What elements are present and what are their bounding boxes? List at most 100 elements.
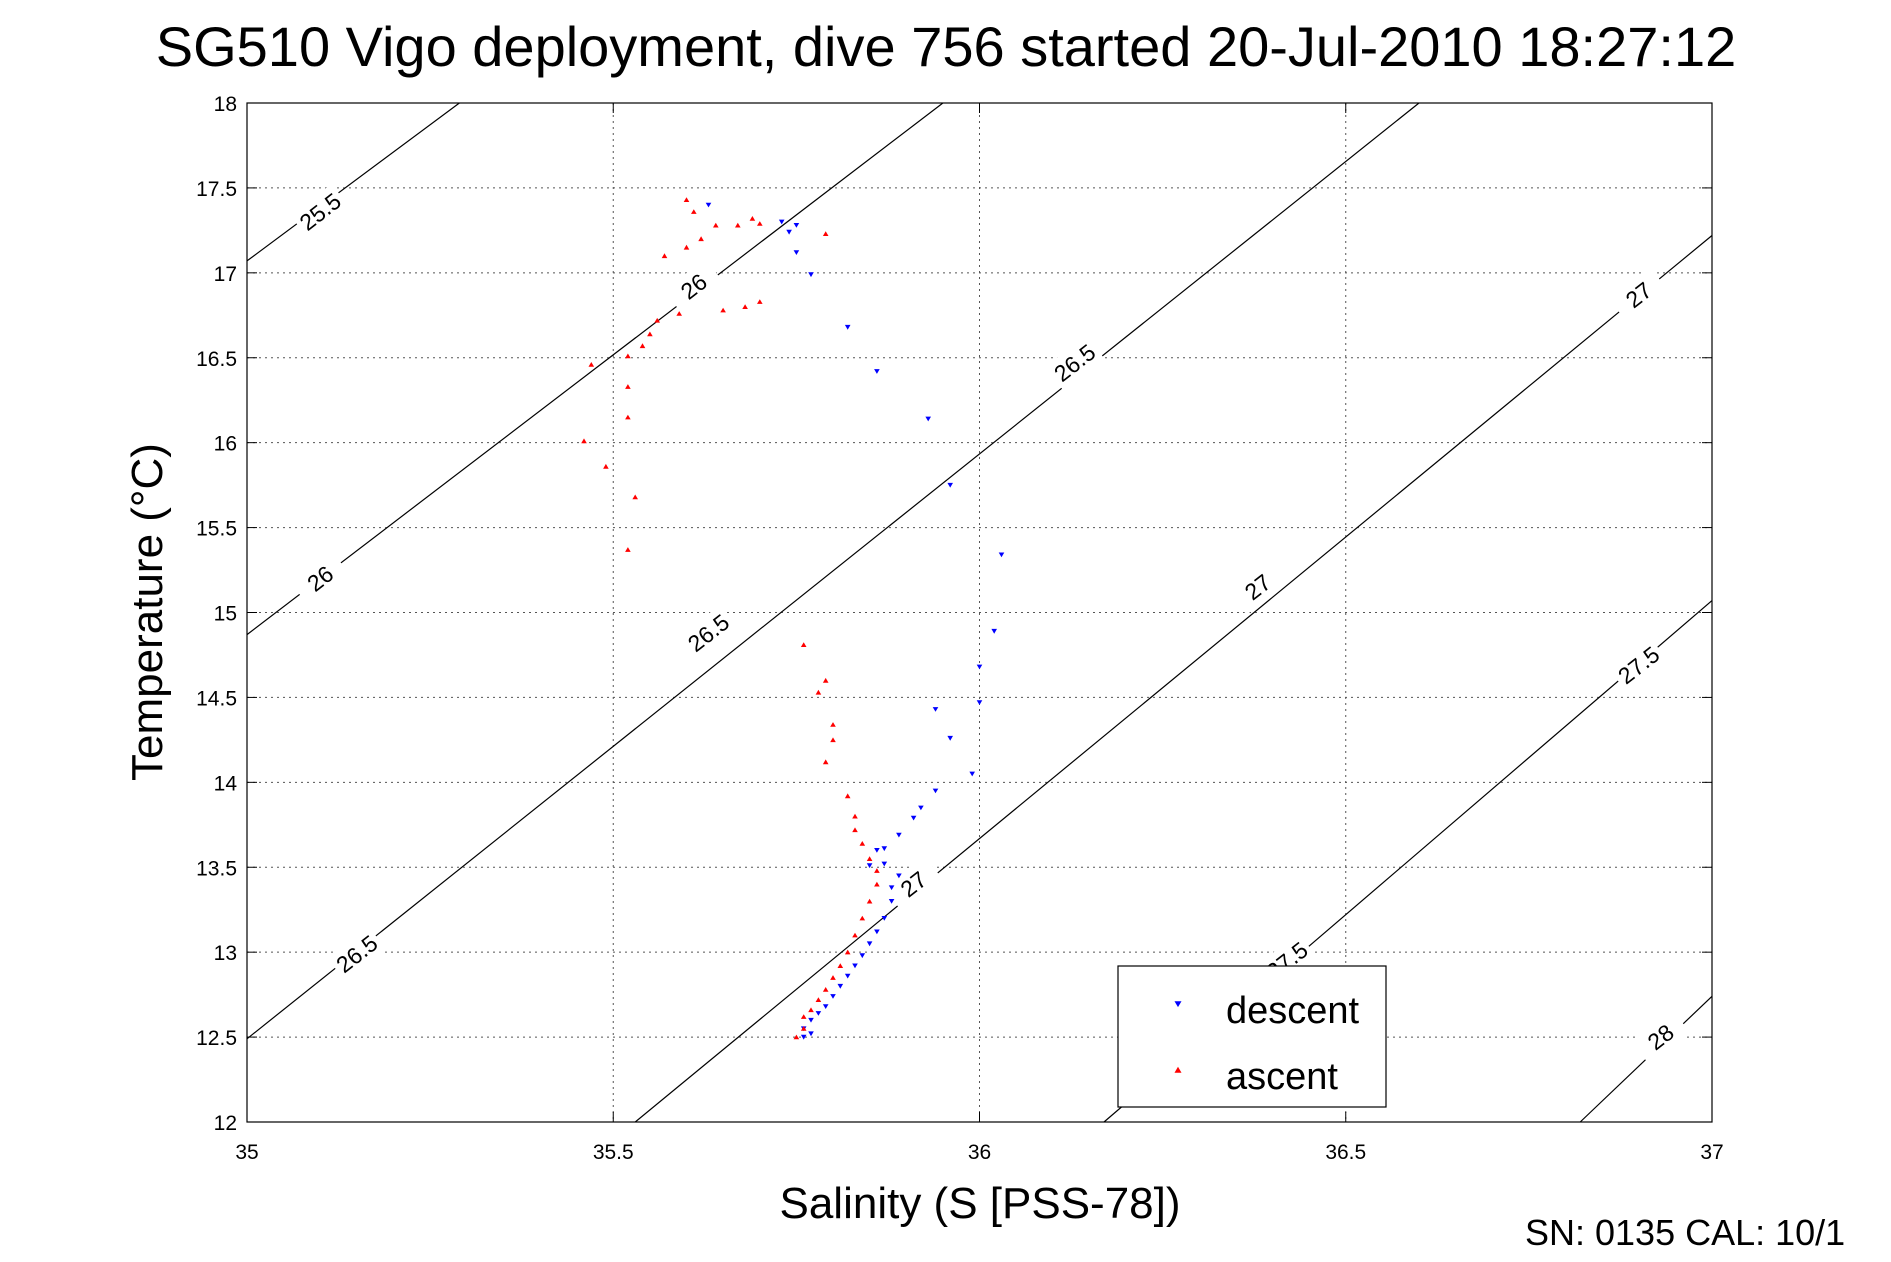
descent-point bbox=[888, 899, 895, 904]
ascent-point bbox=[625, 353, 631, 359]
legend-label-ascent: ascent bbox=[1226, 1056, 1338, 1098]
descent-point bbox=[976, 700, 983, 705]
descent-point bbox=[947, 735, 953, 741]
descent-point bbox=[881, 846, 888, 852]
ascent-point bbox=[625, 384, 631, 389]
x-tick-label-36-5: 36.5 bbox=[1325, 1141, 1366, 1164]
x-tick-labels: 35 35.5 36 36.5 37 bbox=[235, 1141, 1723, 1164]
descent-point bbox=[874, 929, 880, 935]
ascent-point bbox=[757, 299, 763, 304]
density-contour-25-5 bbox=[246, 102, 460, 262]
ascent-point bbox=[603, 463, 609, 469]
ascent-point bbox=[815, 997, 822, 1002]
descent-point bbox=[881, 916, 888, 921]
y-tick-label-15-5: 15.5 bbox=[196, 518, 237, 541]
descent-point bbox=[830, 994, 836, 999]
descent-point bbox=[874, 369, 880, 374]
ascent-point bbox=[742, 304, 748, 309]
y-tick-labels: 12 12.5 13 13.5 14 14.5 15 15.5 16 16.5 17 17.5 18 bbox=[196, 93, 237, 1135]
ascent-point bbox=[654, 317, 660, 323]
descent-point bbox=[866, 941, 873, 947]
descent-point bbox=[808, 272, 814, 278]
descent-point bbox=[969, 771, 975, 777]
descent-point bbox=[859, 953, 866, 959]
ascent-point bbox=[793, 1034, 800, 1040]
x-axis-label: Salinity (S [PSS-78]) bbox=[779, 1179, 1180, 1228]
descent-point bbox=[866, 863, 873, 869]
ascent-point bbox=[691, 209, 697, 214]
y-tick-label-16: 16 bbox=[214, 433, 237, 456]
contour-label-bg-6 bbox=[883, 856, 944, 913]
descent-point bbox=[852, 963, 858, 969]
contour-label-bg-2 bbox=[664, 258, 724, 315]
x-tick-label-36: 36 bbox=[968, 1141, 991, 1164]
ascent-point bbox=[625, 547, 631, 552]
ascent-point bbox=[830, 975, 836, 980]
ascent-point bbox=[822, 987, 829, 992]
descent-point bbox=[786, 229, 792, 235]
contour-label-bg-8 bbox=[1609, 267, 1669, 323]
y-tick-label-17: 17 bbox=[214, 263, 237, 286]
legend: descent ascent bbox=[1117, 965, 1387, 1108]
ascent-point bbox=[874, 868, 880, 873]
descent-point bbox=[998, 552, 1005, 558]
ascent-point bbox=[844, 793, 851, 799]
y-tick-label-14-5: 14.5 bbox=[196, 687, 237, 710]
descent-point bbox=[932, 788, 939, 794]
ascent-point bbox=[800, 1026, 807, 1031]
ascent-point bbox=[852, 813, 858, 819]
y-tick-label-13: 13 bbox=[214, 942, 237, 965]
descent-point bbox=[808, 1017, 814, 1023]
chart-title: SG510 Vigo deployment, dive 756 started … bbox=[156, 15, 1737, 78]
contour-label-bg-0 bbox=[290, 183, 350, 240]
density-contour-27 bbox=[634, 235, 1713, 1123]
ascent-point bbox=[852, 932, 858, 938]
legend-marker-ascent bbox=[1174, 1066, 1182, 1073]
legend-marker-descent bbox=[1174, 1001, 1182, 1008]
ascent-point bbox=[632, 494, 638, 500]
ascent-point bbox=[830, 722, 836, 727]
y-tick-label-13-5: 13.5 bbox=[196, 857, 237, 880]
ascent-point bbox=[866, 898, 873, 904]
descent-point bbox=[947, 482, 953, 488]
y-tick-label-14: 14 bbox=[214, 772, 238, 795]
y-tick-label-15: 15 bbox=[214, 603, 237, 626]
ascent-point bbox=[874, 881, 880, 887]
ascent-point bbox=[647, 331, 653, 337]
ascent-point bbox=[698, 236, 704, 242]
density-contour-26 bbox=[246, 102, 944, 636]
descent-point bbox=[837, 983, 844, 989]
contour-label-bg-1 bbox=[290, 550, 350, 607]
ascent-point bbox=[859, 841, 866, 846]
descent-point bbox=[705, 202, 712, 208]
descent-point bbox=[793, 250, 800, 255]
contour-label-bg-4 bbox=[678, 605, 739, 661]
ascent-point bbox=[844, 949, 851, 955]
legend-box bbox=[1117, 965, 1387, 1108]
descent-point bbox=[778, 219, 785, 225]
x-tick-label-37: 37 bbox=[1700, 1141, 1723, 1164]
ascent-point bbox=[735, 222, 741, 228]
ascent-point bbox=[757, 221, 763, 226]
data-points bbox=[581, 197, 1005, 1040]
descent-point bbox=[874, 848, 880, 853]
ascent-point bbox=[822, 677, 829, 683]
contour-label-bg-7 bbox=[1228, 559, 1288, 615]
descent-point bbox=[896, 832, 902, 838]
contour-label-bg-11 bbox=[1631, 1009, 1691, 1065]
descent-point bbox=[815, 1011, 822, 1016]
y-tick-label-12: 12 bbox=[214, 1112, 237, 1135]
ascent-point bbox=[720, 307, 726, 313]
ascent-point bbox=[822, 231, 829, 236]
ascent-point bbox=[683, 244, 690, 250]
descent-point bbox=[896, 873, 902, 879]
y-tick-label-18: 18 bbox=[214, 93, 237, 116]
descent-point bbox=[918, 805, 924, 811]
ascent-point bbox=[800, 642, 807, 647]
ascent-point bbox=[683, 197, 690, 202]
y-tick-label-12-5: 12.5 bbox=[196, 1027, 237, 1050]
calibration-footer: SN: 0135 CAL: 10/1 bbox=[1525, 1212, 1845, 1253]
ascent-point bbox=[800, 1014, 807, 1019]
descent-point bbox=[910, 815, 917, 821]
descent-point bbox=[881, 861, 888, 867]
